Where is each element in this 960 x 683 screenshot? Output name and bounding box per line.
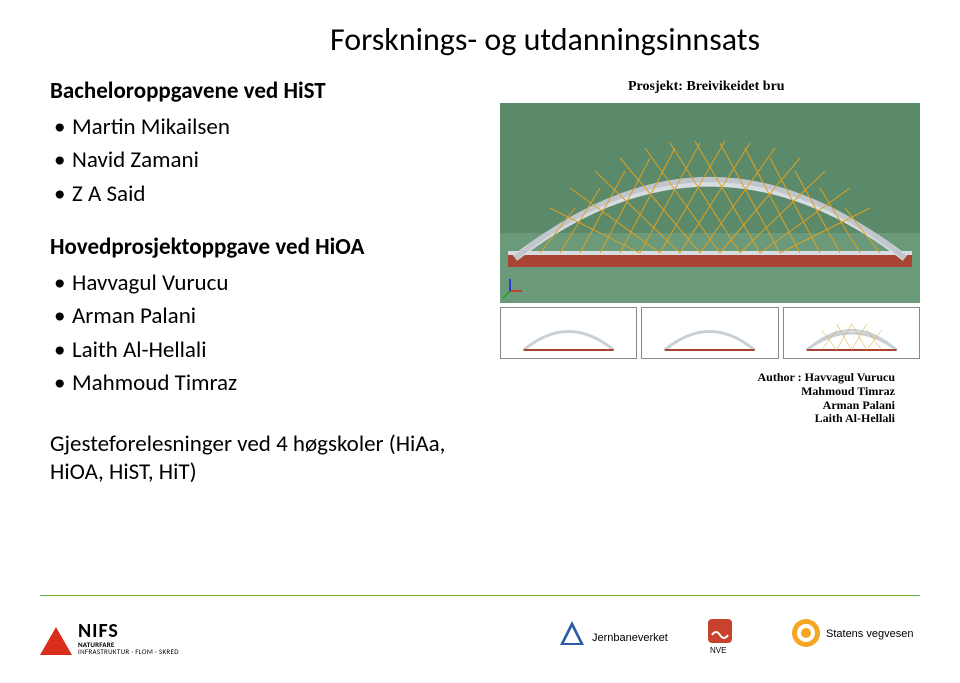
footer-bar: NIFS NATURFARE INFRASTRUKTUR · FLOM · SK… [40,595,920,655]
svg-text:Statens vegvesen: Statens vegvesen [826,628,913,640]
figure-project-label: Prosjekt: Breivikeidet bru [628,79,785,95]
content-row: Bacheloroppgavene ved HiST Martin Mikail… [50,77,920,486]
thumb-1 [500,307,637,359]
statens-vegvesen-logo: Statens vegvesen [790,615,920,655]
slide-title: Forsknings- og utdanningsinnsats [170,20,920,59]
section1-list: Martin Mikailsen Navid Zamani Z A Said [50,111,480,211]
thumb-2 [641,307,778,359]
bridge-render [500,103,920,303]
bridge-thumbnails [500,307,920,359]
slide: Forsknings- og utdanningsinnsats Bachelo… [0,0,960,683]
section2-heading: Hovedprosjektoppgave ved HiOA [50,233,480,261]
nifs-text: NIFS NATURFARE INFRASTRUKTUR · FLOM · SK… [78,621,179,655]
bridge-figure: Prosjekt: Breivikeidet bru [500,77,920,417]
thumb-3 [783,307,920,359]
figure-author-block: Author : Havvagul Vurucu Mahmoud Timraz … [758,371,895,426]
author-line: Arman Palani [758,399,895,413]
section2-list: Havvagul Vurucu Arman Palani Laith Al-He… [50,267,480,400]
nifs-sub2: INFRASTRUKTUR · FLOM · SKRED [78,648,179,655]
list-item: Martin Mikailsen [54,111,480,144]
list-item: Mahmoud Timraz [54,367,480,400]
footer-left: NIFS NATURFARE INFRASTRUKTUR · FLOM · SK… [40,621,179,655]
nve-logo: NVE [702,615,762,655]
footer-right: Jernbaneverket NVE Statens vegvesen [554,615,920,655]
nifs-word: NIFS [78,621,179,641]
list-item: Havvagul Vurucu [54,267,480,300]
svg-text:NVE: NVE [710,646,726,655]
section1-heading: Bacheloroppgavene ved HiST [50,77,480,105]
author-line: Mahmoud Timraz [758,385,895,399]
nifs-logo: NIFS NATURFARE INFRASTRUKTUR · FLOM · SK… [40,621,179,655]
list-item: Navid Zamani [54,144,480,177]
list-item: Arman Palani [54,300,480,333]
warning-triangle-icon [40,627,72,655]
text-column: Bacheloroppgavene ved HiST Martin Mikail… [50,77,480,486]
author-lead: Author : Havvagul Vurucu [758,371,895,385]
figure-column: Prosjekt: Breivikeidet bru [500,77,920,486]
author-line: Laith Al-Hellali [758,412,895,426]
svg-text:Jernbaneverket: Jernbaneverket [592,632,668,644]
list-item: Z A Said [54,178,480,211]
jernbaneverket-logo: Jernbaneverket [554,615,674,655]
list-item: Laith Al-Hellali [54,334,480,367]
lectures-line: Gjesteforelesninger ved 4 høgskoler (HiA… [50,430,480,486]
